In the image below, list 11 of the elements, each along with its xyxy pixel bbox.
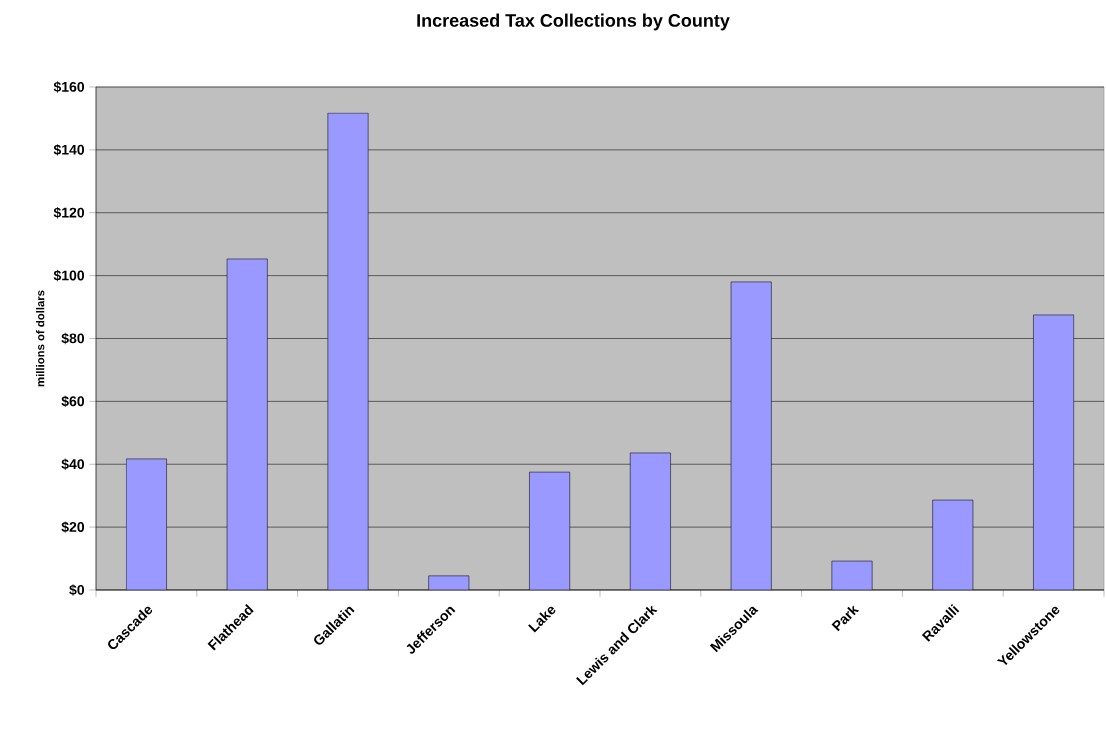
y-tick-label: $60	[61, 395, 85, 408]
y-tick-label: $100	[53, 269, 85, 282]
y-tick-label: $160	[53, 81, 85, 93]
y-tick-label: $80	[61, 332, 85, 345]
chart-title: Increased Tax Collections by County	[417, 13, 730, 31]
y-tick-label: $0	[69, 584, 85, 596]
y-axis-title: millions of dollars	[36, 290, 45, 387]
y-tick-label: $40	[61, 458, 85, 470]
y-tick-label: $20	[61, 521, 85, 533]
y-tick-label: $140	[53, 144, 85, 156]
y-tick-label: $120	[53, 207, 85, 219]
